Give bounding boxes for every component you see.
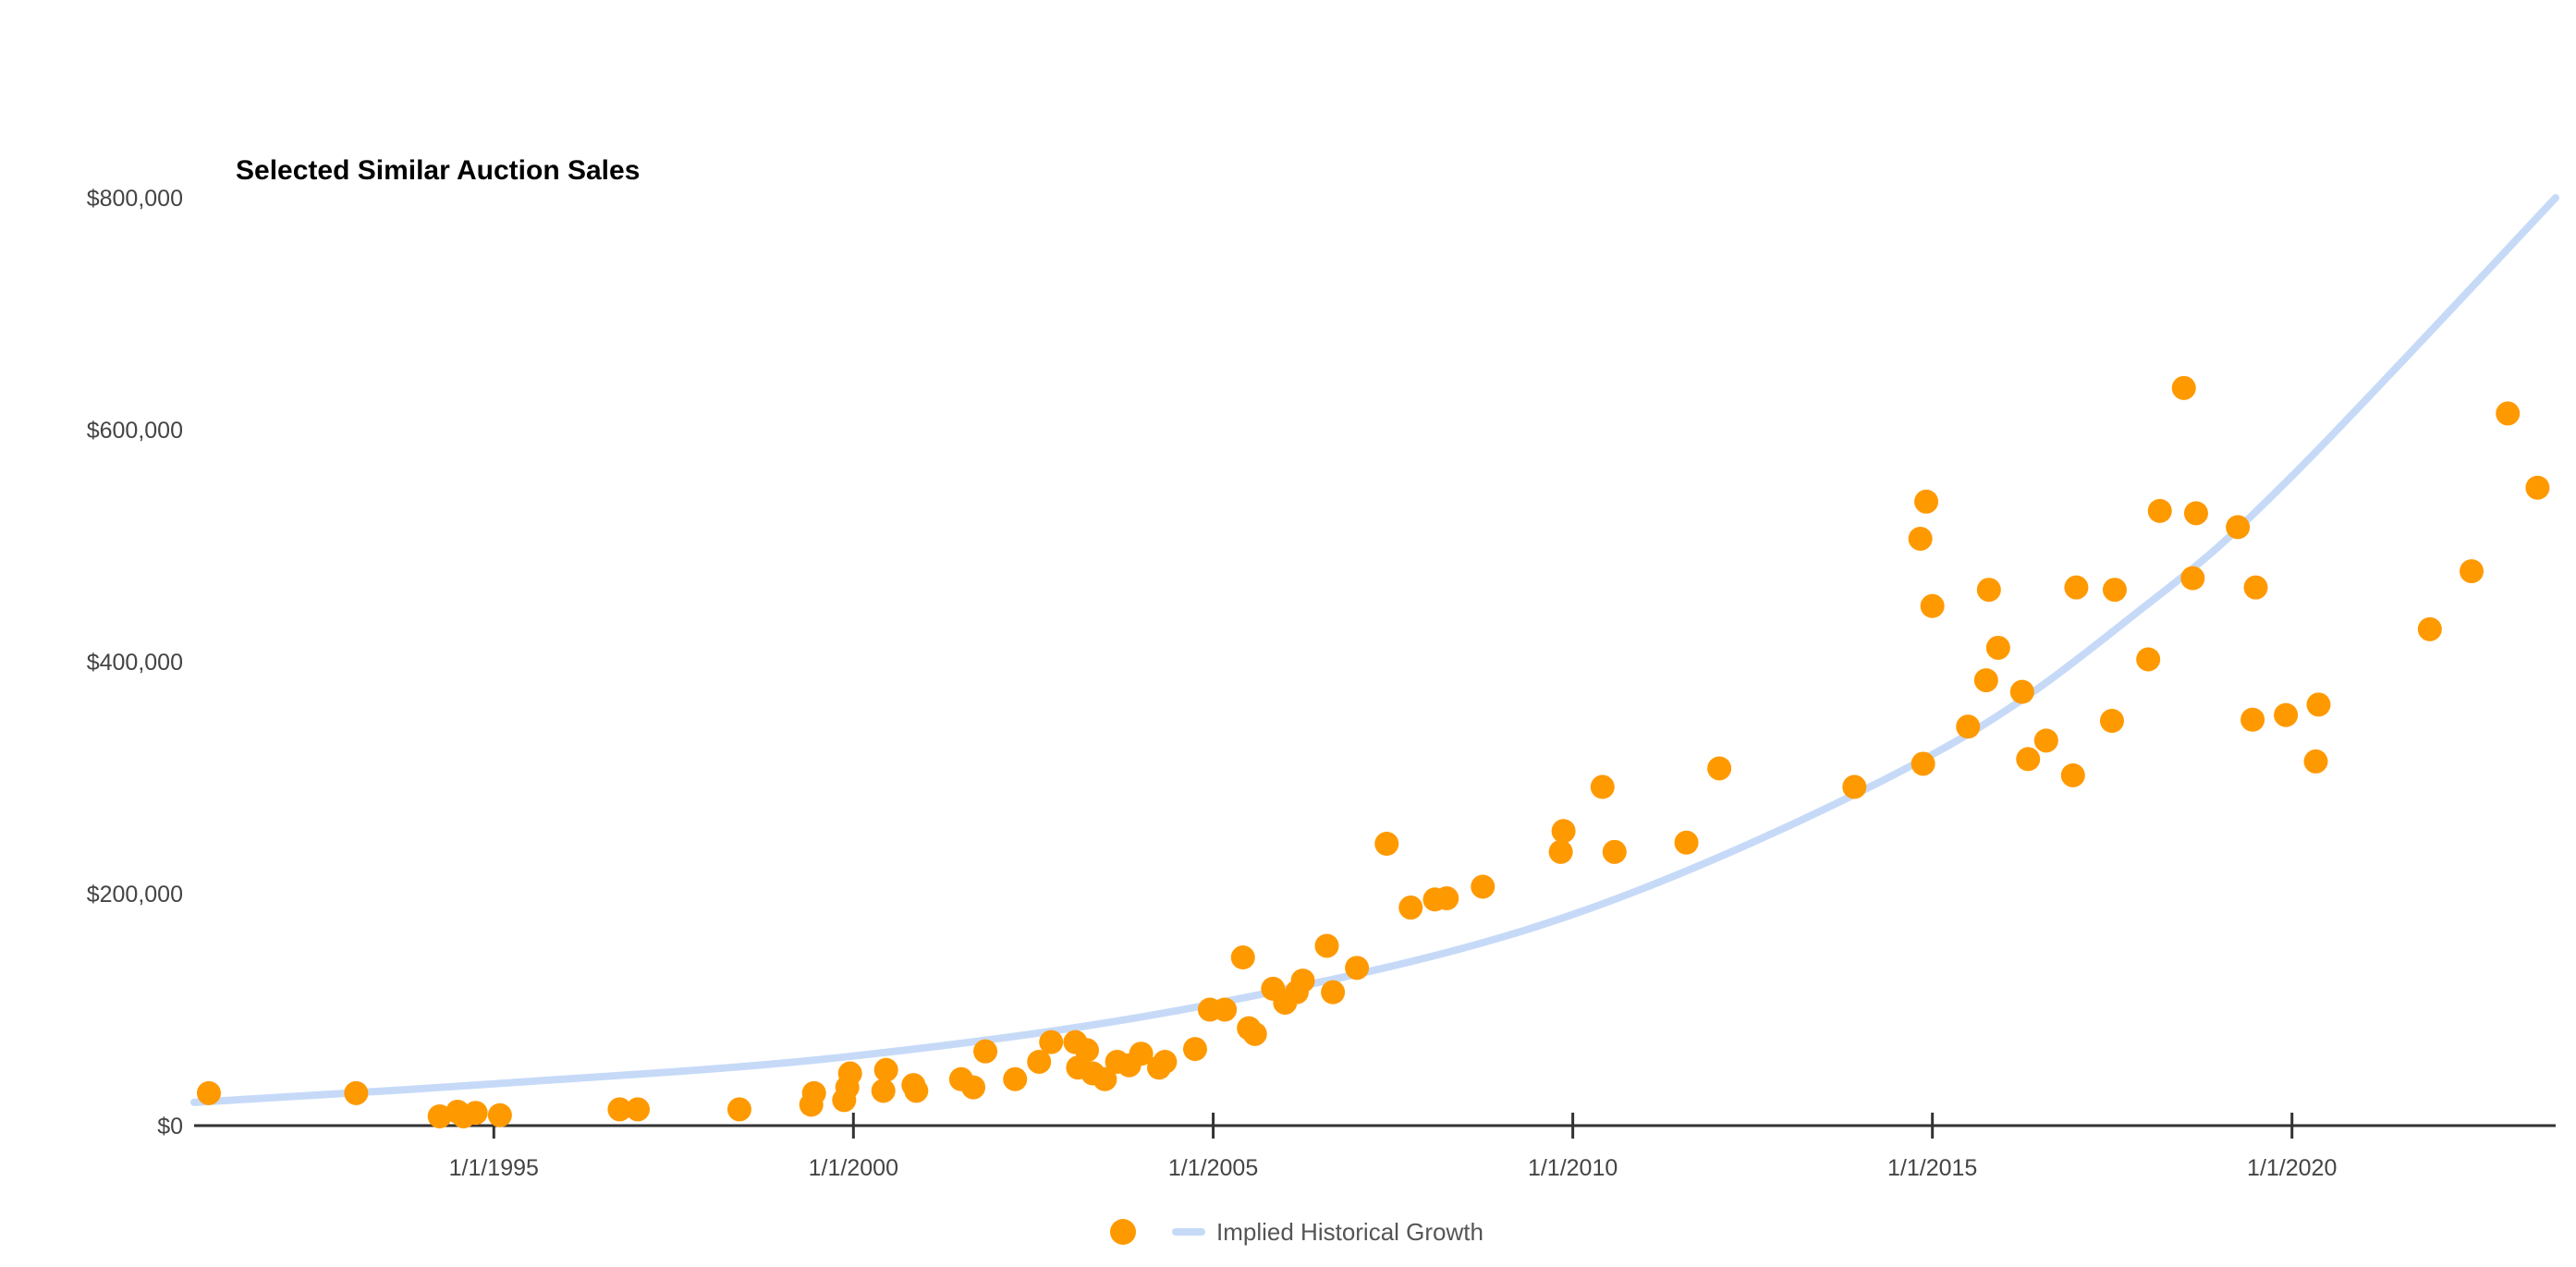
data-point (1182, 1037, 1207, 1062)
data-point (1548, 839, 1573, 864)
data-point (1039, 1029, 1064, 1054)
data-point (2306, 692, 2331, 717)
data-point (2064, 575, 2089, 600)
y-tick-label: $600,000 (87, 418, 183, 444)
data-point (2183, 501, 2208, 526)
legend: Implied Historical Growth (1110, 1218, 1483, 1246)
legend-marker-points (1110, 1219, 1136, 1245)
y-tick-label: $0 (157, 1114, 183, 1139)
data-point (1374, 832, 1399, 857)
data-point (1242, 1021, 1267, 1046)
data-point (487, 1103, 512, 1127)
data-point (837, 1061, 862, 1086)
legend-label: Implied Historical Growth (1216, 1218, 1483, 1246)
data-point (1345, 956, 1370, 981)
data-point (1908, 526, 1933, 551)
data-point (2460, 559, 2484, 584)
chart-title: Selected Similar Auction Sales (236, 155, 640, 186)
y-tick-label: $800,000 (87, 186, 183, 212)
data-point (1398, 895, 1423, 920)
x-tick-label: 1/1/1995 (449, 1155, 539, 1181)
data-point (1956, 714, 1981, 739)
data-point (2240, 707, 2265, 732)
data-point (463, 1101, 488, 1126)
data-point (961, 1075, 986, 1100)
data-point (1129, 1042, 1154, 1066)
x-axis-ticks: 1/1/1995 1/1/2000 1/1/2005 1/1/2010 1/1/2015… (449, 1113, 2337, 1181)
data-point (871, 1078, 896, 1103)
data-point (801, 1080, 826, 1105)
data-point (1075, 1038, 1100, 1063)
data-point (2274, 702, 2299, 727)
data-point (2099, 709, 2124, 734)
data-point (1602, 839, 1627, 864)
data-point (1321, 980, 1346, 1005)
data-point (1590, 774, 1615, 799)
data-point (2009, 679, 2034, 704)
data-point (1842, 774, 1867, 799)
data-point (1003, 1066, 1028, 1091)
y-axis-labels: $0 $200,000 $400,000 $600,000 $800,000 (87, 186, 183, 1139)
data-point (1914, 489, 1939, 514)
data-point (1976, 578, 2001, 603)
data-point (1314, 933, 1339, 958)
data-point (2525, 475, 2550, 500)
data-point (1471, 874, 1496, 899)
y-tick-label: $200,000 (87, 882, 183, 908)
data-point (2033, 728, 2058, 753)
data-point (726, 1097, 751, 1122)
data-point (2102, 578, 2127, 603)
data-point (1153, 1049, 1178, 1074)
data-point (1707, 756, 1732, 781)
x-tick-label: 1/1/2020 (2247, 1155, 2337, 1181)
data-point (1027, 1049, 1052, 1074)
data-point (1920, 593, 1945, 618)
x-tick-label: 1/1/2015 (1887, 1155, 1977, 1181)
data-point (2226, 515, 2251, 540)
data-point (1674, 830, 1699, 855)
data-point (1985, 635, 2010, 660)
data-point (607, 1097, 632, 1122)
x-tick-label: 1/1/2010 (1528, 1155, 1618, 1181)
data-point (2180, 566, 2205, 591)
data-point (2171, 375, 2196, 400)
data-point (2060, 762, 2085, 787)
data-point (344, 1080, 369, 1105)
data-point (2016, 747, 2041, 772)
data-point (1290, 969, 1315, 993)
data-point (2496, 401, 2521, 426)
data-point (2243, 575, 2268, 600)
data-point (2303, 749, 2328, 774)
data-point (1973, 668, 1998, 693)
x-tick-label: 1/1/2000 (809, 1155, 898, 1181)
data-point (1213, 997, 1238, 1022)
data-point (196, 1080, 221, 1105)
data-point (2417, 616, 2442, 641)
data-point (2147, 498, 2172, 523)
data-points (196, 375, 2550, 1128)
data-point (1551, 819, 1576, 844)
data-point (626, 1097, 651, 1122)
trend-line (190, 194, 2559, 1106)
data-point (1230, 945, 1255, 970)
data-point (873, 1057, 898, 1082)
data-point (2136, 647, 2161, 672)
data-point (1435, 886, 1459, 911)
y-tick-label: $400,000 (87, 650, 183, 676)
data-point (973, 1039, 998, 1064)
x-tick-label: 1/1/2005 (1168, 1155, 1258, 1181)
data-point (904, 1078, 929, 1103)
data-point (1093, 1066, 1117, 1091)
data-point (1911, 751, 1935, 776)
